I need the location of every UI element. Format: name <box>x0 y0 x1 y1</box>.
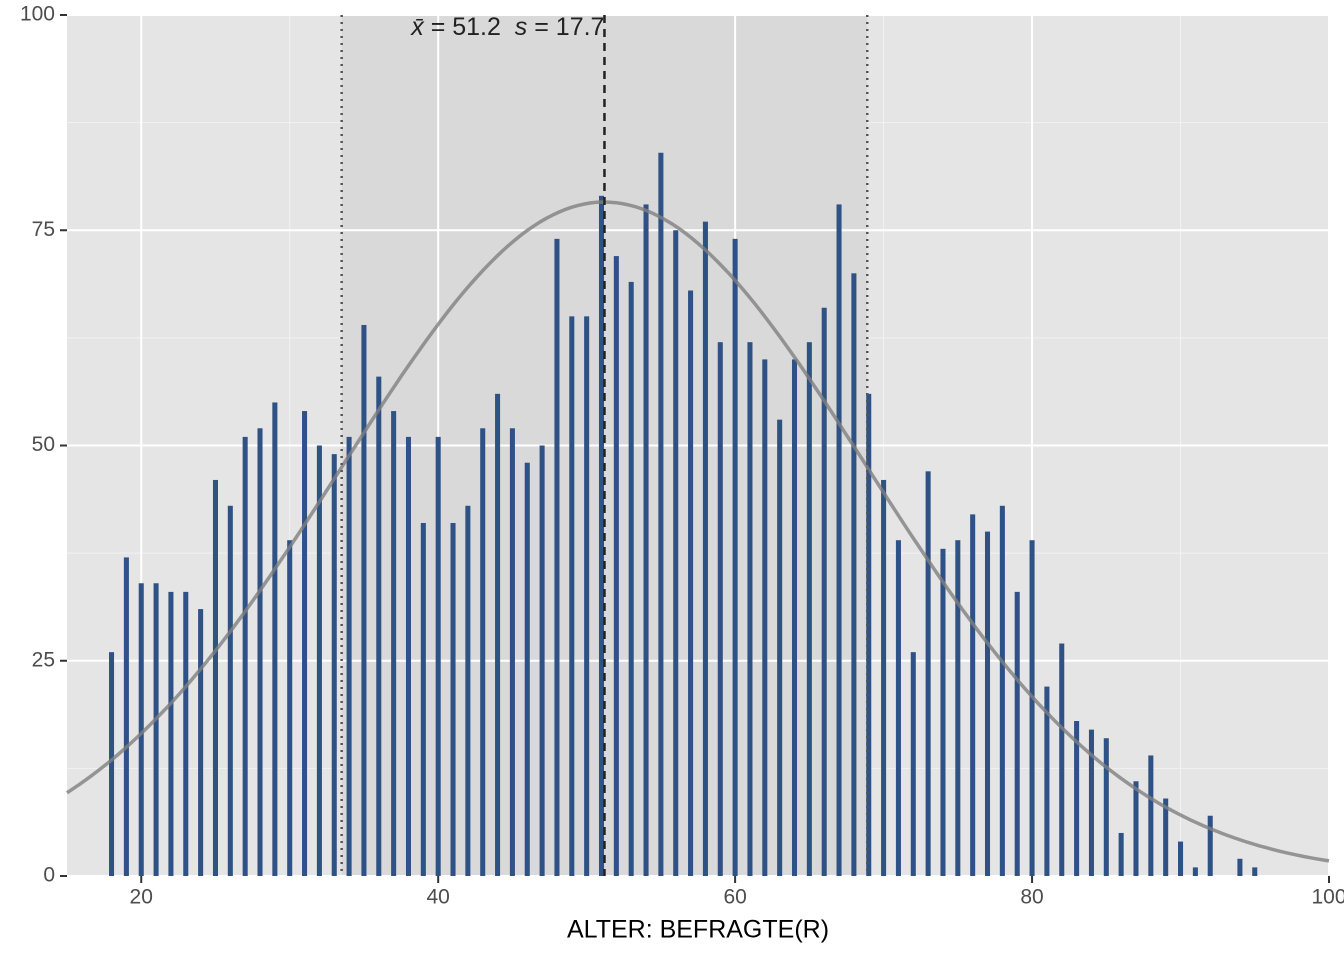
bar <box>598 195 605 876</box>
bar <box>732 238 738 877</box>
annotation: x̄ = 51.2 s = 17.7 <box>410 13 604 41</box>
bar <box>791 359 798 876</box>
bar <box>405 436 412 876</box>
x-tick-label: 80 <box>1020 886 1043 909</box>
bar <box>302 411 308 876</box>
bar <box>524 462 530 876</box>
bar <box>984 531 991 876</box>
bar <box>1252 867 1258 876</box>
bar <box>702 221 708 876</box>
bar <box>1237 858 1243 876</box>
bar <box>346 436 352 876</box>
bar <box>450 522 456 876</box>
bar <box>316 445 322 876</box>
bar <box>658 152 664 876</box>
bar <box>1059 643 1065 876</box>
bar <box>836 204 842 877</box>
bar <box>272 402 278 876</box>
bar <box>1133 781 1139 876</box>
bar <box>539 445 545 876</box>
x-tick-label: 20 <box>130 886 153 909</box>
x-tick-label: 100 <box>1311 886 1344 909</box>
bar <box>925 471 931 876</box>
bar <box>613 256 619 877</box>
bar <box>717 342 723 876</box>
x-tick-label: 60 <box>723 886 746 909</box>
bar <box>643 204 649 877</box>
annotation-part: = 51.2 <box>424 13 515 41</box>
bar <box>109 652 115 876</box>
bar <box>1178 841 1184 876</box>
bar <box>391 411 397 876</box>
x-axis-title: ALTER: BEFRAGTE(R) <box>567 916 829 944</box>
bar <box>227 505 233 876</box>
bar <box>465 505 471 876</box>
bar <box>1044 686 1050 876</box>
bar <box>435 436 441 876</box>
bar <box>851 273 857 876</box>
x-tick-label: 40 <box>426 886 449 909</box>
bar <box>1207 815 1213 876</box>
bar <box>866 393 872 876</box>
annotation-part: = 17.7 <box>527 13 604 41</box>
y-tick-label: 25 <box>32 648 55 671</box>
bar <box>584 316 590 877</box>
y-tick-label: 0 <box>43 864 55 887</box>
y-tick-label: 100 <box>20 3 55 26</box>
bar <box>881 479 887 876</box>
bar <box>420 522 426 876</box>
bar <box>569 316 575 877</box>
normal-curve <box>66 200 1330 863</box>
bar <box>955 540 961 876</box>
bar <box>376 376 382 876</box>
bar <box>777 419 783 876</box>
annotation-part: x̄ <box>410 13 425 41</box>
bar <box>747 342 753 876</box>
bar <box>123 557 129 876</box>
bar <box>910 652 916 876</box>
annotation-part: s <box>515 13 528 41</box>
bar <box>168 591 174 876</box>
bar <box>198 609 204 876</box>
bar <box>821 307 827 876</box>
y-tick-label: 75 <box>32 218 55 241</box>
bar <box>480 428 486 876</box>
bar <box>1088 729 1094 876</box>
bar <box>1029 540 1035 876</box>
bar <box>331 454 337 876</box>
bar <box>257 428 263 876</box>
bar <box>1163 798 1169 876</box>
bar <box>287 540 293 876</box>
bar <box>138 583 144 876</box>
bar <box>361 324 367 877</box>
bar <box>673 230 679 876</box>
bar <box>242 436 248 876</box>
bar <box>999 505 1005 876</box>
bar <box>554 238 560 877</box>
bar <box>895 540 901 876</box>
bar <box>1192 867 1198 876</box>
bar <box>1014 591 1020 876</box>
bar <box>1118 832 1124 876</box>
bar <box>509 428 515 876</box>
bar <box>628 281 634 876</box>
bar <box>1074 721 1080 876</box>
bar <box>970 514 976 876</box>
bar <box>762 359 768 876</box>
bar <box>1103 738 1109 876</box>
bar <box>183 591 189 876</box>
bar <box>212 479 218 876</box>
bar <box>153 583 159 876</box>
y-tick-label: 50 <box>32 433 55 456</box>
bar <box>806 342 812 876</box>
bar <box>1148 755 1154 876</box>
bar <box>940 548 946 876</box>
bar <box>495 393 501 876</box>
bar <box>688 290 694 876</box>
